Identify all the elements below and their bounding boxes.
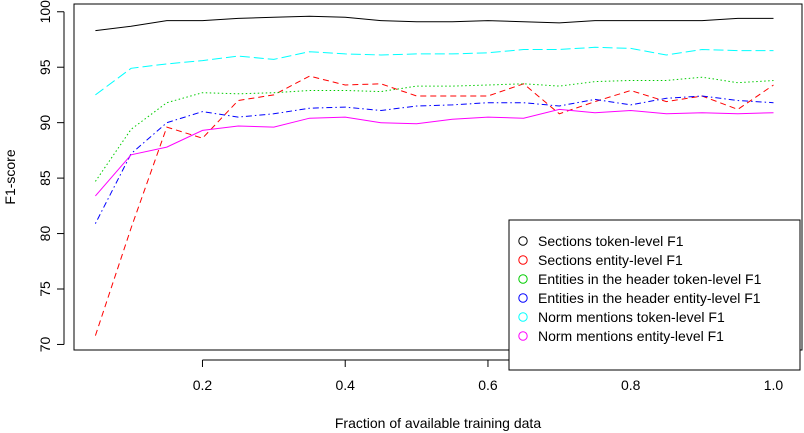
y-tick-label: 80 (37, 226, 53, 242)
y-tick-label: 85 (37, 170, 53, 186)
legend-label: Entities in the header token-level F1 (538, 271, 762, 287)
x-tick-label: 1.0 (764, 377, 784, 393)
series-line (95, 46, 774, 96)
legend-marker (518, 236, 528, 246)
y-axis-label: F1-score (2, 149, 18, 204)
legend-marker (518, 312, 528, 322)
legend-marker (518, 274, 528, 284)
legend-marker (518, 331, 528, 341)
y-tick-label: 70 (37, 336, 53, 352)
y-tick-label: 90 (37, 115, 53, 131)
legend-label: Sections entity-level F1 (538, 252, 683, 268)
y-tick-label: 100 (37, 0, 53, 23)
legend-label: Entities in the header entity-level F1 (538, 290, 761, 306)
x-tick-label: 0.4 (335, 377, 355, 393)
x-tick-label: 0.2 (193, 377, 213, 393)
legend-marker (518, 293, 528, 303)
series-line (94, 76, 774, 182)
plot-frame (73, 3, 803, 351)
y-tick-label: 75 (37, 281, 53, 297)
legend-label: Norm mentions entity-level F1 (538, 328, 724, 344)
legend-label: Norm mentions token-level F1 (538, 309, 725, 325)
x-axis-label: Fraction of available training data (335, 415, 541, 431)
series-line (94, 75, 774, 336)
legend: Sections token-level F1 Sections entity-l… (508, 219, 801, 371)
legend-box (508, 219, 801, 371)
series-layer (94, 15, 774, 336)
series-line (95, 108, 774, 197)
series-line (95, 15, 774, 32)
legend-label: Sections token-level F1 (538, 233, 684, 249)
x-tick-label: 0.8 (621, 377, 641, 393)
x-tick-label: 0.6 (478, 377, 498, 393)
series-line (94, 95, 774, 224)
legend-marker (518, 255, 528, 265)
y-axis: 70 75 80 85 90 95 100 (37, 0, 65, 352)
y-tick-label: 95 (37, 59, 53, 75)
